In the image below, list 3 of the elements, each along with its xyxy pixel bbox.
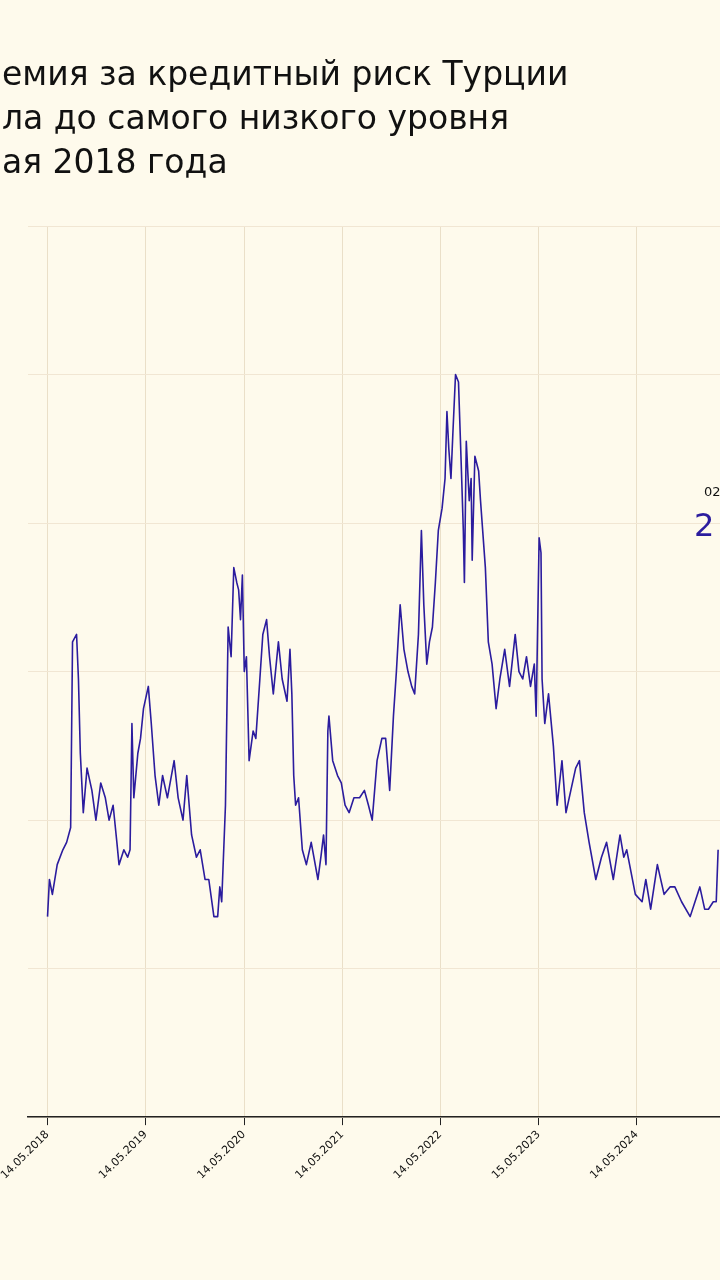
chart-title: емия за кредитный риск Турции ла до самого низкого уровня ая 2018 года	[2, 53, 570, 183]
annotation: 02	[704, 484, 720, 499]
annotation: 2	[694, 506, 715, 544]
